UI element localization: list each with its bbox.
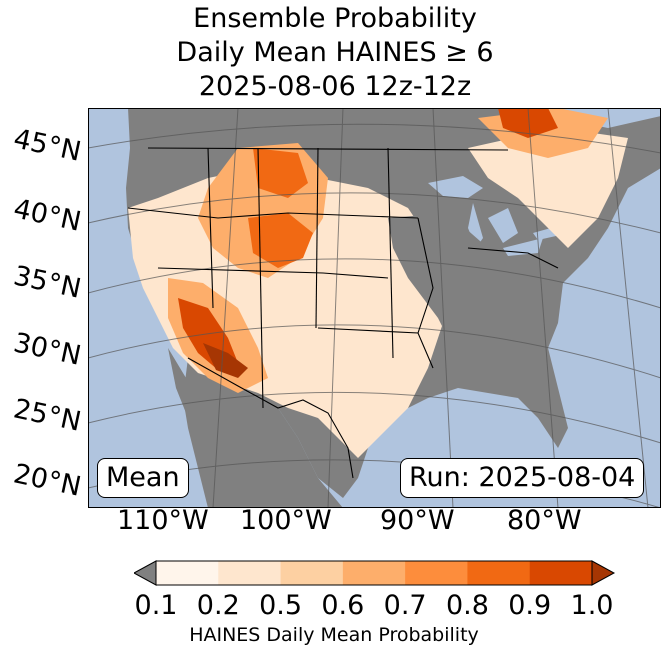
title-line-3: 2025-08-06 12z-12z bbox=[198, 71, 472, 102]
colorbar-tick-label: 0.5 bbox=[259, 590, 303, 621]
colorbar-over-arrow bbox=[591, 560, 616, 586]
probability-map bbox=[88, 108, 661, 508]
missing-midwest bbox=[388, 213, 528, 378]
lat-label-45: 45°N bbox=[10, 123, 84, 168]
mean-label-box: Mean bbox=[97, 458, 189, 498]
prob-high-ne bbox=[498, 108, 558, 138]
colorbar-under-arrow bbox=[134, 560, 157, 586]
colorbar-tick-label: 0.7 bbox=[383, 590, 427, 621]
run-label-box: Run: 2025-08-04 bbox=[400, 458, 645, 498]
colorbar-segment bbox=[280, 561, 344, 585]
colorbar-label: HAINES Daily Mean Probability bbox=[189, 624, 479, 646]
colorbar-tick-label: 0.1 bbox=[134, 590, 178, 621]
colorbar-segment bbox=[218, 561, 282, 585]
colorbar-segment bbox=[529, 561, 593, 585]
title-line-2: Daily Mean HAINES ≥ 6 bbox=[176, 37, 494, 68]
lon-label-90: 90°W bbox=[380, 505, 455, 536]
lon-label-80: 80°W bbox=[507, 505, 582, 536]
lat-label-35: 35°N bbox=[10, 260, 84, 305]
colorbar-tick-label: 1.0 bbox=[570, 590, 614, 621]
colorbar-tick-label: 0.2 bbox=[196, 590, 240, 621]
lon-label-110: 110°W bbox=[117, 505, 209, 536]
title-line-1: Ensemble Probability bbox=[193, 3, 477, 34]
figure-title: Ensemble Probability Daily Mean HAINES ≥… bbox=[0, 2, 671, 104]
lon-label-100: 100°W bbox=[240, 505, 332, 536]
lat-label-20: 20°N bbox=[10, 458, 84, 503]
colorbar-segment bbox=[405, 561, 468, 585]
borders bbox=[127, 147, 559, 479]
lat-label-40: 40°N bbox=[10, 193, 84, 238]
colorbar-tick-label: 0.6 bbox=[321, 590, 365, 621]
colorbar-segment bbox=[156, 561, 219, 585]
lat-label-25: 25°N bbox=[10, 393, 84, 438]
prob-high-north bbox=[253, 148, 308, 198]
lat-label-30: 30°N bbox=[10, 327, 84, 372]
prob-light-west bbox=[128, 168, 448, 458]
prob-vhigh-sw bbox=[203, 343, 248, 378]
mexico-land bbox=[183, 358, 343, 508]
colorbar bbox=[134, 560, 616, 586]
colorbar-tick-label: 0.8 bbox=[445, 590, 489, 621]
colorbar-segment bbox=[467, 561, 531, 585]
prob-high-rockies bbox=[248, 213, 313, 268]
colorbar-tick-label: 0.9 bbox=[508, 590, 552, 621]
colorbar-segment bbox=[342, 561, 406, 585]
prob-light-east bbox=[468, 128, 628, 248]
graticule bbox=[88, 108, 661, 508]
great-lakes bbox=[428, 176, 558, 256]
